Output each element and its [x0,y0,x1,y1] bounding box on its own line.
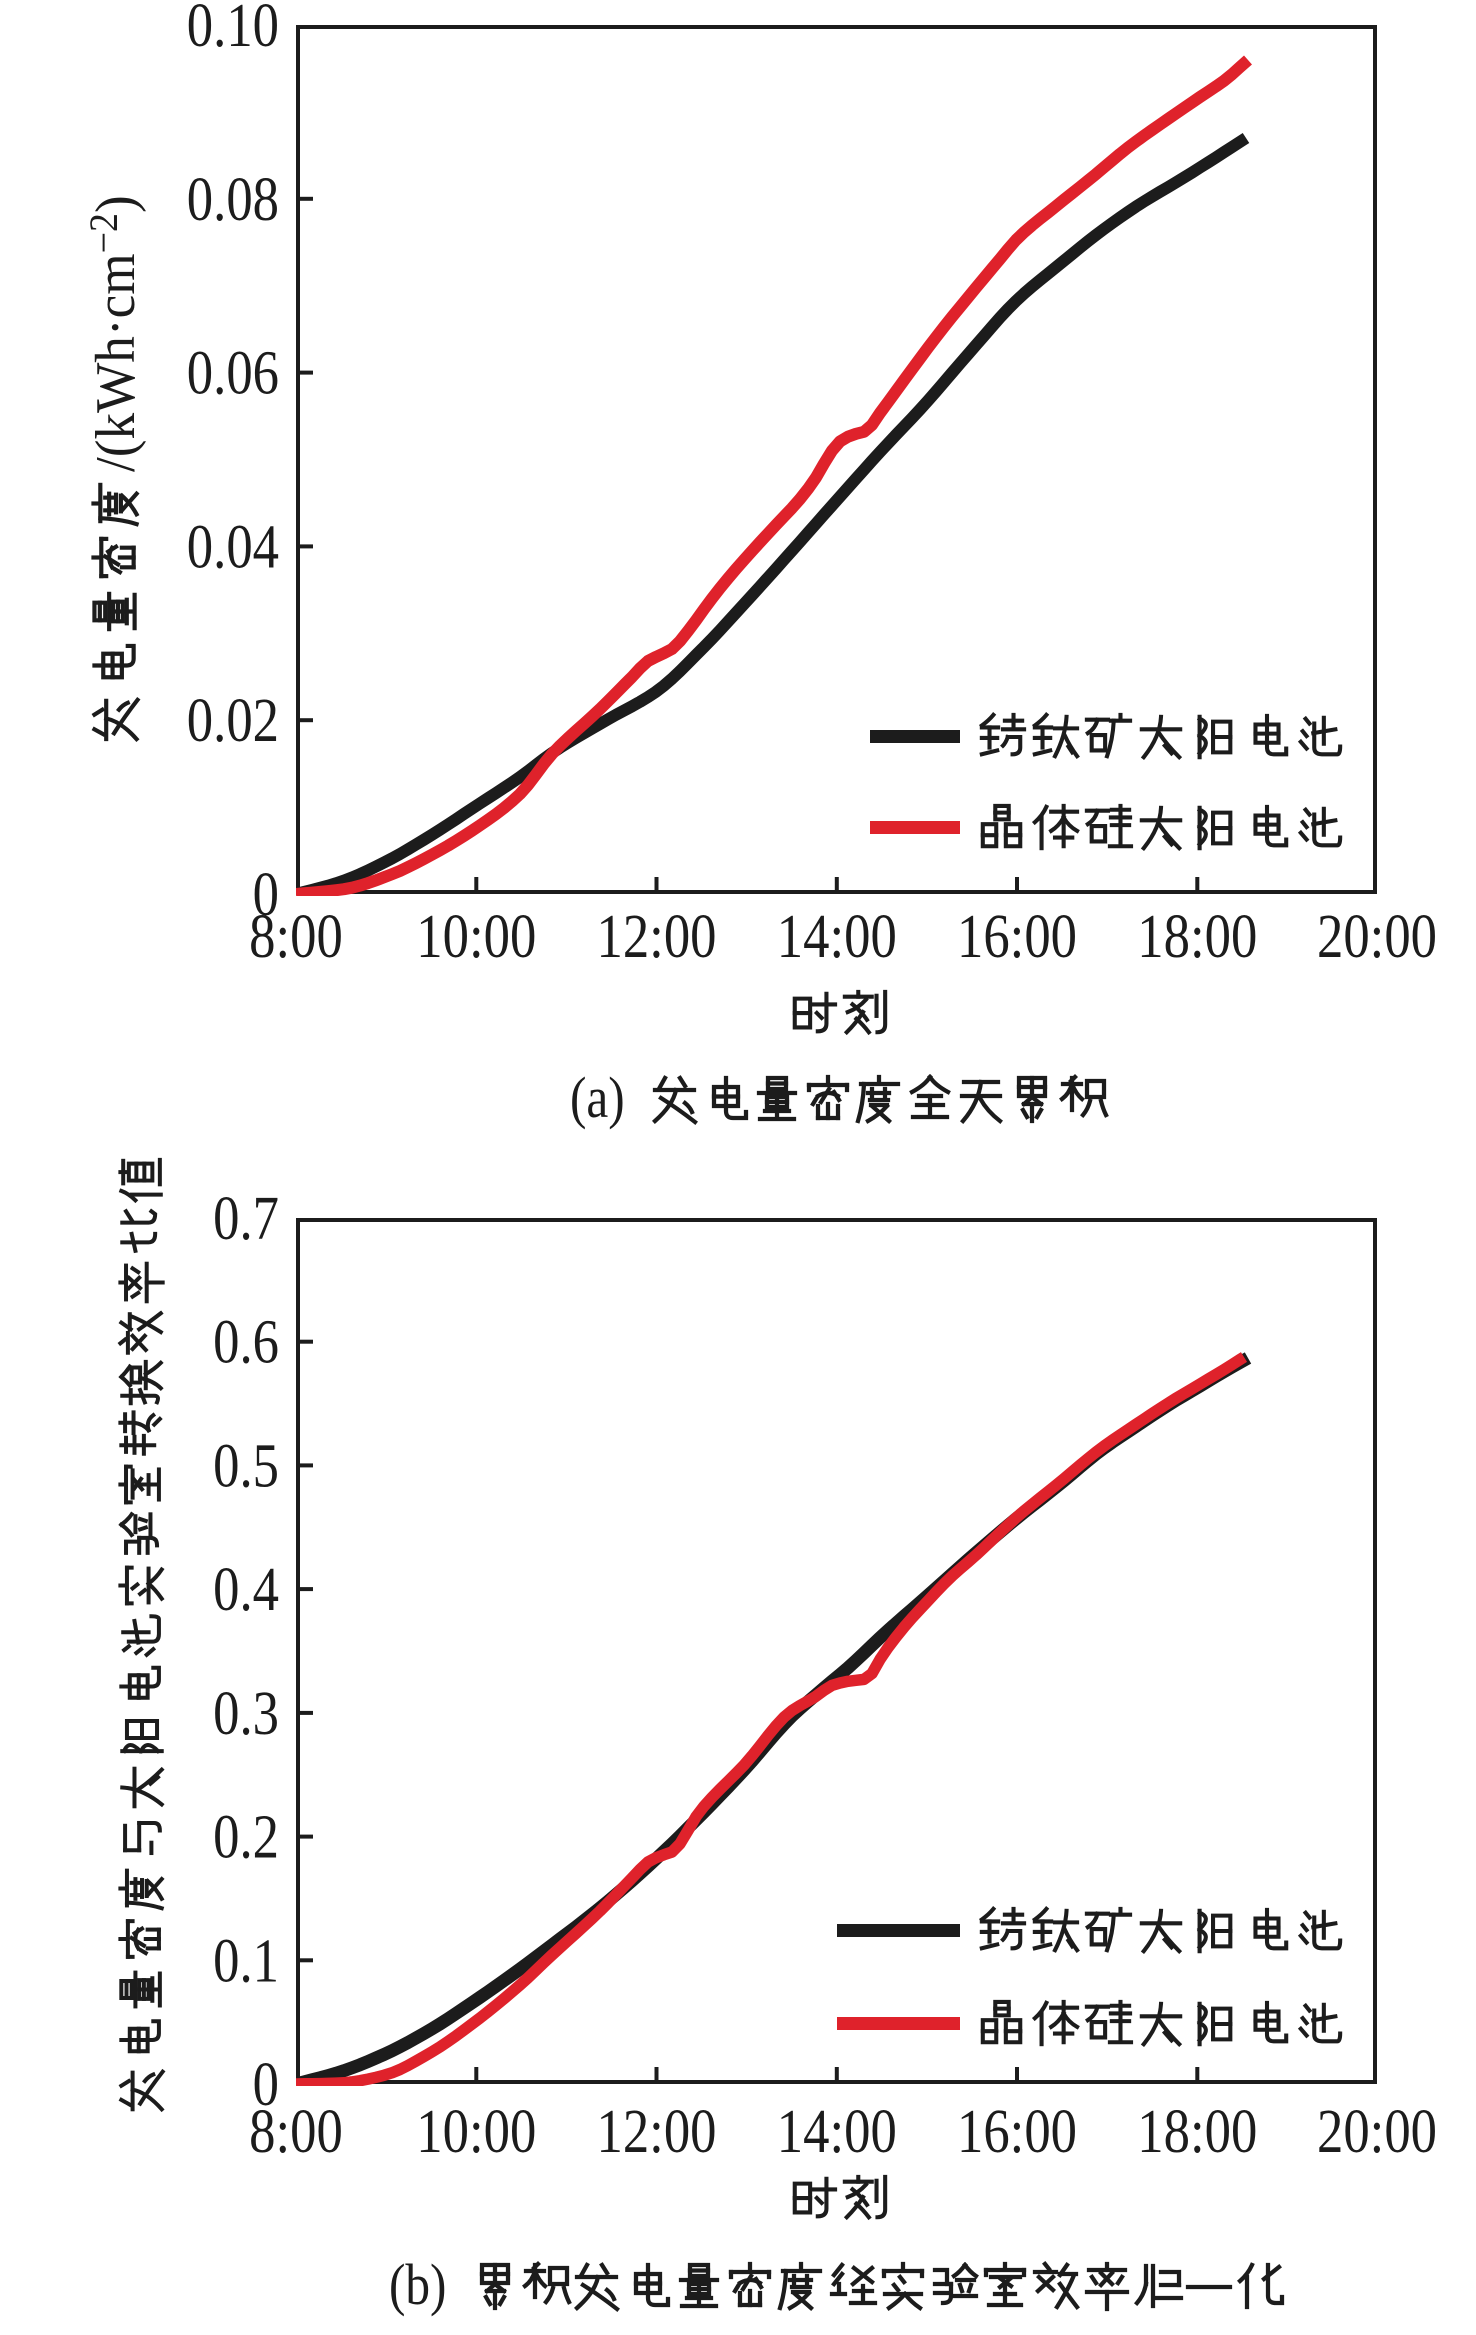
svg-text:16:00: 16:00 [957,903,1077,971]
svg-text:0: 0 [253,2051,279,2119]
svg-text:(b): (b) [389,2252,446,2317]
svg-text:0.7: 0.7 [213,1185,279,1253]
svg-text:0.06: 0.06 [187,340,279,408]
svg-text:8:00: 8:00 [249,2098,343,2166]
svg-text:0.6: 0.6 [213,1309,279,1377]
svg-text:0.2: 0.2 [213,1804,279,1872]
svg-text:18:00: 18:00 [1137,2098,1257,2166]
svg-text:(a): (a) [570,1065,625,1130]
svg-text:20:00: 20:00 [1317,903,1437,971]
svg-text:0.02: 0.02 [187,687,279,755]
svg-text:0: 0 [253,861,279,929]
svg-text:10:00: 10:00 [416,2098,536,2166]
svg-text:0.10: 0.10 [187,0,279,60]
svg-text:/(kWh·cm−2): /(kWh·cm−2) [82,195,146,472]
svg-text:20:00: 20:00 [1317,2098,1437,2166]
svg-text:0.3: 0.3 [213,1680,279,1748]
svg-text:0.4: 0.4 [213,1556,279,1624]
svg-text:0.08: 0.08 [187,166,279,234]
svg-text:0.04: 0.04 [187,514,279,582]
svg-text:14:00: 14:00 [777,2098,897,2166]
svg-text:18:00: 18:00 [1137,903,1257,971]
svg-text:0.5: 0.5 [213,1433,279,1501]
svg-text:14:00: 14:00 [777,903,897,971]
svg-text:10:00: 10:00 [416,903,536,971]
svg-text:8:00: 8:00 [249,903,343,971]
svg-text:0.1: 0.1 [213,1927,279,1995]
svg-text:12:00: 12:00 [597,2098,717,2166]
svg-text:16:00: 16:00 [957,2098,1077,2166]
svg-text:12:00: 12:00 [597,903,717,971]
